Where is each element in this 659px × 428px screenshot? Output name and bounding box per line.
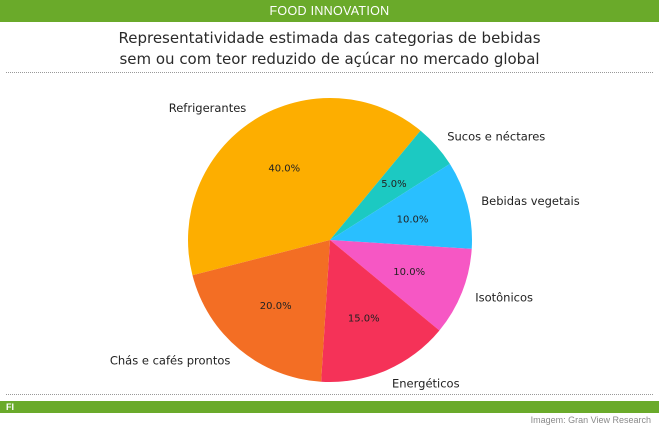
slice-category-label: Sucos e néctares [447,130,545,144]
brand-header-bar: FOOD INNOVATION [0,0,659,22]
slice-value-label: 15.0% [348,314,380,325]
slice-category-label: Refrigerantes [169,101,247,115]
slice-value-label: 20.0% [260,301,292,312]
chart-title-line-1: Representatividade estimada das categori… [118,29,541,47]
chart-title-line-2: sem ou com teor reduzido de açúcar no me… [119,50,540,68]
pie-slice-2 [330,130,450,240]
chart-title: Representatividade estimada das categori… [0,28,659,70]
slice-category-label: Isotônicos [475,291,533,305]
footer-bar: FI [0,401,659,413]
slice-category-label: Chás e cafés prontos [110,353,231,367]
slice-value-label: 10.0% [393,267,425,278]
footer-tag: FI [6,402,14,412]
bottom-divider [6,394,653,395]
top-divider [6,72,653,73]
slice-category-label: Energéticos [392,376,460,390]
slice-category-label: Bebidas vegetais [481,194,579,208]
pie-slices [188,98,473,383]
slice-value-label: 10.0% [397,214,429,225]
brand-name: FOOD INNOVATION [269,4,390,18]
pie-slice-1 [188,98,421,276]
image-credit: Imagem: Gran View Research [530,415,651,425]
pie-slice-5 [321,240,440,383]
slice-value-label: 5.0% [381,179,406,190]
pie-slice-3 [330,163,473,249]
slice-value-label: 40.0% [268,164,300,175]
pie-slice-4 [330,240,472,331]
pie-labels: 40.0% Refrigerantes 5.0% Sucos e néctares 10… [110,101,580,390]
pie-slice-6 [192,240,330,382]
